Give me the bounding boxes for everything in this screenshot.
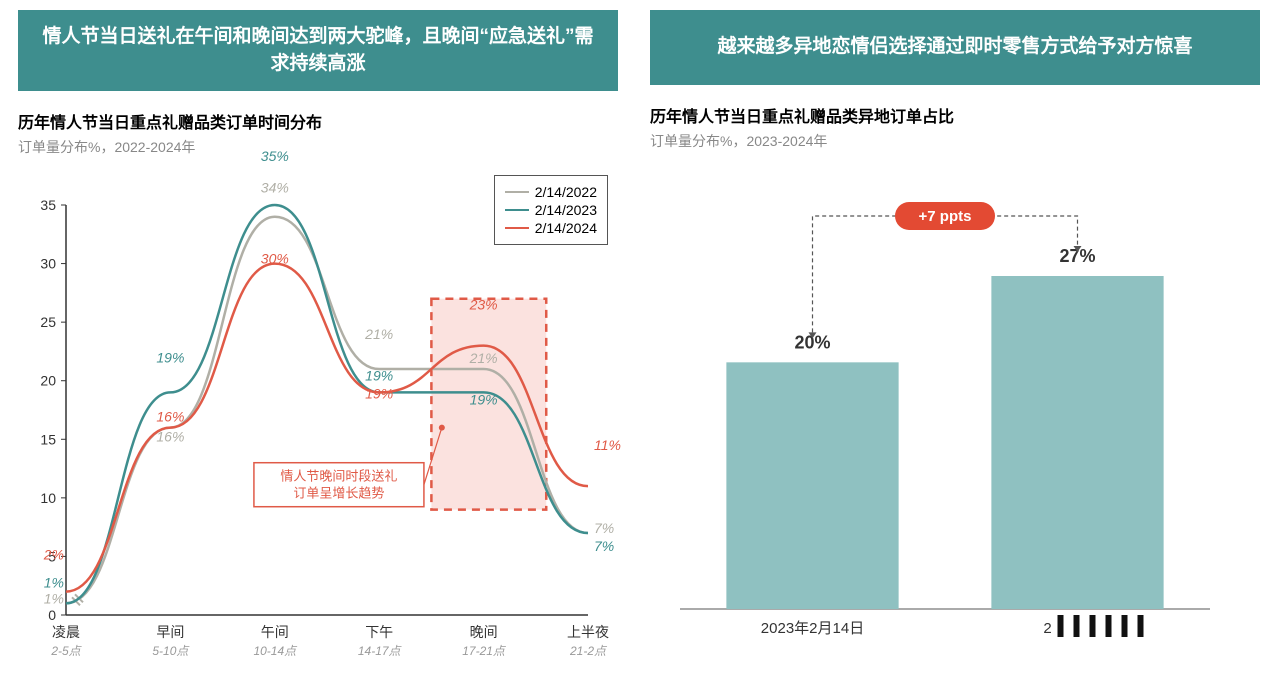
value-label: 7% <box>594 520 614 536</box>
y-tick-label: 35 <box>40 197 56 213</box>
legend-label: 2/14/2023 <box>535 202 597 218</box>
bar-chart: 20%2023年2月14日27%2+7 ppts <box>650 169 1240 659</box>
x-tick-sublabel: 21-2点 <box>569 644 608 658</box>
y-tick-label: 30 <box>40 256 56 272</box>
line-chart: 05101520253035凌晨2-5点早间5-10点午间10-14点下午14-… <box>18 175 608 675</box>
x-tick-label: 午间 <box>261 624 289 640</box>
value-label: 19% <box>470 392 498 408</box>
bar-x-label: 2023年2月14日 <box>761 620 864 637</box>
legend-label: 2/14/2022 <box>535 184 597 200</box>
line-chart-wrap: 05101520253035凌晨2-5点早间5-10点午间10-14点下午14-… <box>18 175 618 680</box>
legend-row: 2/14/2022 <box>505 184 597 200</box>
value-label: 1% <box>44 590 64 606</box>
value-label: 30% <box>261 251 289 267</box>
legend-swatch <box>505 209 529 211</box>
x-tick-label: 上半夜 <box>567 624 609 640</box>
y-tick-label: 10 <box>40 490 56 506</box>
bar <box>991 276 1163 609</box>
value-label: 21% <box>469 350 498 366</box>
bar <box>726 362 898 609</box>
legend-row: 2/14/2023 <box>505 202 597 218</box>
right-subcaption: 订单量分布%，2023-2024年 <box>650 131 1260 151</box>
y-tick-label: 15 <box>40 431 56 447</box>
legend-swatch <box>505 227 529 229</box>
right-panel: 越来越多异地恋情侣选择通过即时零售方式给予对方惊喜 历年情人节当日重点礼赠品类异… <box>650 10 1260 664</box>
line-chart-legend: 2/14/2022 2/14/2023 2/14/2024 <box>494 175 608 245</box>
obscured-glyph <box>1122 615 1128 637</box>
x-tick-sublabel: 10-14点 <box>253 644 298 658</box>
x-tick-label: 晚间 <box>470 624 498 640</box>
value-label: 21% <box>364 326 393 342</box>
x-tick-sublabel: 14-17点 <box>358 644 403 658</box>
obscured-glyph <box>1138 615 1144 637</box>
legend-row: 2/14/2024 <box>505 220 597 236</box>
value-label: 16% <box>156 429 184 445</box>
left-subtitle: 历年情人节当日重点礼赠品类订单时间分布 <box>18 109 618 133</box>
y-tick-label: 25 <box>40 314 56 330</box>
value-label: 34% <box>261 180 289 196</box>
right-subtitle: 历年情人节当日重点礼赠品类异地订单占比 <box>650 103 1260 127</box>
bar-x-label: 2 <box>1043 620 1051 637</box>
value-label: 19% <box>365 368 393 384</box>
x-tick-sublabel: 2-5点 <box>50 644 82 658</box>
annotation-text: 情人节晚间时段送礼 <box>280 469 397 484</box>
x-tick-label: 下午 <box>365 624 393 640</box>
bar-chart-wrap: 20%2023年2月14日27%2+7 ppts <box>650 169 1260 664</box>
delta-pill-text: +7 ppts <box>919 208 972 225</box>
value-label: 7% <box>594 538 614 554</box>
value-label: 19% <box>156 350 184 366</box>
x-tick-label: 早间 <box>156 624 184 640</box>
value-label: 16% <box>156 409 184 425</box>
value-label: 11% <box>594 437 621 453</box>
y-tick-label: 20 <box>40 373 56 389</box>
annotation-text: 订单呈增长趋势 <box>293 486 384 501</box>
obscured-glyph <box>1090 615 1096 637</box>
obscured-glyph <box>1106 615 1112 637</box>
value-label: 1% <box>44 574 64 590</box>
value-label: 2% <box>43 547 64 563</box>
annotation-pointer-dot <box>439 425 445 431</box>
right-title-bar: 越来越多异地恋情侣选择通过即时零售方式给予对方惊喜 <box>650 10 1260 85</box>
value-label: 35% <box>261 148 289 164</box>
x-tick-sublabel: 5-10点 <box>152 644 190 658</box>
obscured-glyph <box>1058 615 1064 637</box>
value-label: 23% <box>469 297 498 313</box>
x-tick-label: 凌晨 <box>52 624 80 640</box>
x-tick-sublabel: 17-21点 <box>462 644 507 658</box>
value-label: 19% <box>365 386 393 402</box>
legend-swatch <box>505 191 529 193</box>
left-title-bar: 情人节当日送礼在午间和晚间达到两大驼峰，且晚间“应急送礼”需求持续高涨 <box>18 10 618 91</box>
left-subcaption: 订单量分布%，2022-2024年 <box>18 137 618 157</box>
obscured-glyph <box>1074 615 1080 637</box>
y-tick-label: 0 <box>48 607 56 623</box>
left-panel: 情人节当日送礼在午间和晚间达到两大驼峰，且晚间“应急送礼”需求持续高涨 历年情人… <box>18 10 618 680</box>
legend-label: 2/14/2024 <box>535 220 597 236</box>
